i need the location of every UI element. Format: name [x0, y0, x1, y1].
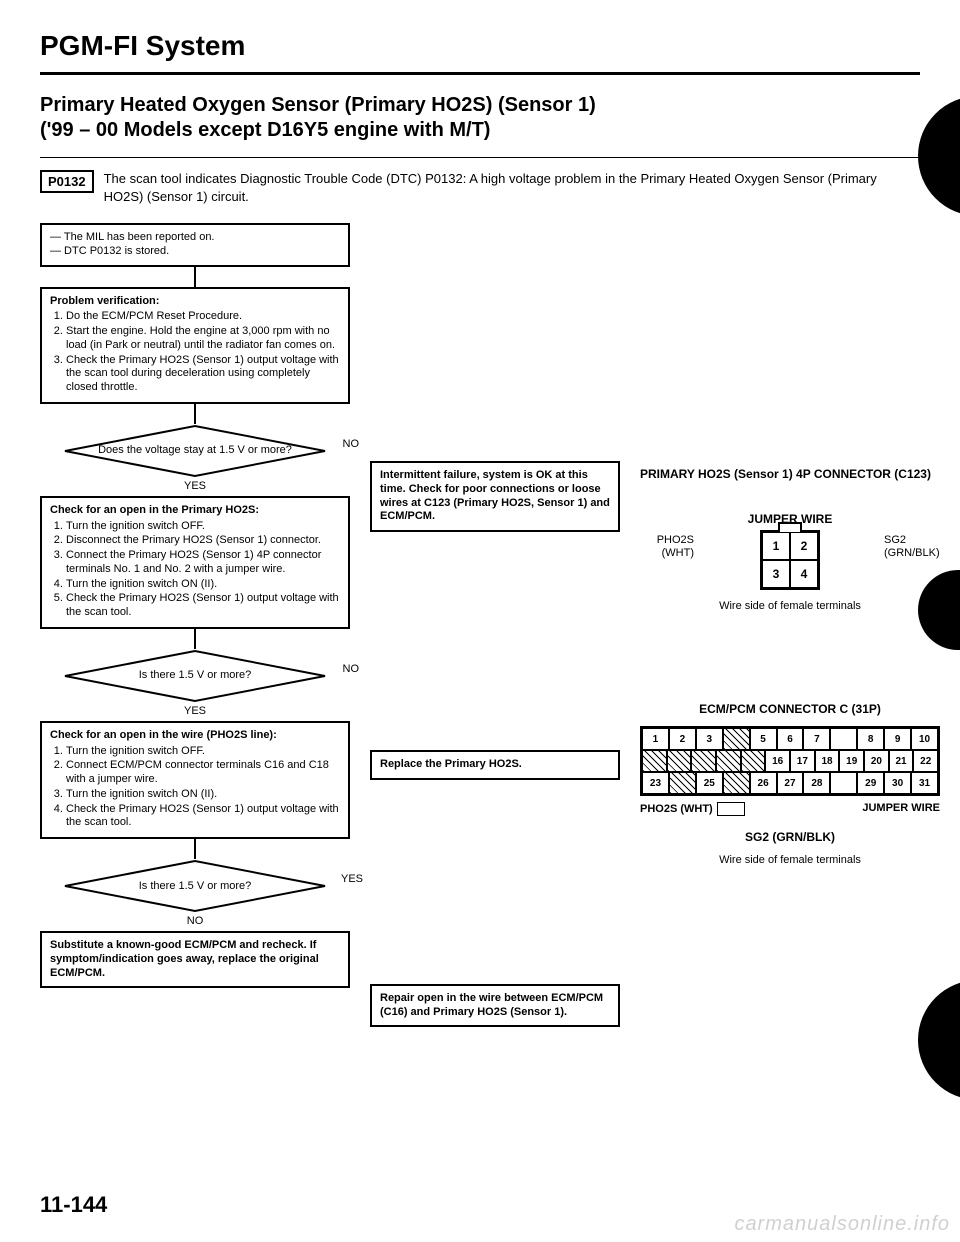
four-pin-connector: 1 2 3 4 — [760, 530, 820, 590]
section-heading: Primary Heated Oxygen Sensor (Primary HO… — [40, 93, 920, 143]
ecm-pin: 25 — [696, 772, 723, 794]
check-open-title: Check for an open in the Primary HO2S: — [50, 504, 259, 516]
ecm-pin: 29 — [857, 772, 884, 794]
flow-step: Connect ECM/PCM connector terminals C16 … — [66, 759, 340, 787]
ecm-pin — [667, 750, 692, 772]
binder-tab-3 — [918, 980, 960, 1100]
system-title: PGM-FI System — [40, 30, 920, 62]
ecm-pin — [716, 750, 741, 772]
rule-heavy — [40, 72, 920, 75]
dtc-row: P0132 The scan tool indicates Diagnostic… — [40, 170, 920, 205]
ecm-pin: 19 — [839, 750, 864, 772]
decision-2-no: NO — [343, 663, 360, 675]
ecm-pin — [741, 750, 766, 772]
dtc-description: The scan tool indicates Diagnostic Troub… — [104, 170, 920, 205]
decision-1-yes: YES — [40, 480, 350, 492]
decision-3-no: NO — [40, 915, 350, 927]
ecm-pin: 16 — [765, 750, 790, 772]
flow-step: Turn the ignition switch OFF. — [66, 520, 340, 534]
flow-step: Check the Primary HO2S (Sensor 1) output… — [66, 354, 340, 395]
pin-4: 4 — [790, 560, 818, 588]
intermittent-box: Intermittent failure, system is OK at th… — [370, 461, 620, 532]
pin-1: 1 — [762, 532, 790, 560]
ecm-pin: 6 — [777, 728, 804, 750]
primary-ho2s-conn-title: PRIMARY HO2S (Sensor 1) 4P CONNECTOR (C1… — [640, 467, 940, 482]
ecm-pin: 23 — [642, 772, 669, 794]
ecm-pin: 9 — [884, 728, 911, 750]
pho2s-label: PHO2S (WHT) — [634, 534, 694, 560]
verify-box: Problem verification: Do the ECM/PCM Res… — [40, 287, 350, 404]
pin-2: 2 — [790, 532, 818, 560]
verify-title: Problem verification: — [50, 295, 159, 307]
ecm-pin — [669, 772, 696, 794]
ecm-pin — [691, 750, 716, 772]
pin-3: 3 — [762, 560, 790, 588]
dtc-code-box: P0132 — [40, 170, 94, 193]
heading-line2: ('99 – 00 Models except D16Y5 engine wit… — [40, 119, 490, 141]
ecm-pin — [830, 772, 857, 794]
decision-1-no: NO — [343, 438, 360, 450]
ecm-connector-title: ECM/PCM CONNECTOR C (31P) — [640, 702, 940, 716]
flow-step: Check the Primary HO2S (Sensor 1) output… — [66, 592, 340, 620]
ecm-pin: 20 — [864, 750, 889, 772]
decision-3-yes-side: YES — [341, 873, 363, 885]
flow-step: Connect the Primary HO2S (Sensor 1) 4P c… — [66, 549, 340, 577]
flow-step: Start the engine. Hold the engine at 3,0… — [66, 325, 340, 353]
replace-ho2s-box: Replace the Primary HO2S. — [370, 750, 620, 780]
decision-2-text: Is there 1.5 V or more? — [55, 649, 335, 703]
reference-column: PRIMARY HO2S (Sensor 1) 4P CONNECTOR (C1… — [640, 223, 940, 1027]
ecm-pin: 30 — [884, 772, 911, 794]
binder-tab-2 — [918, 570, 960, 650]
flow-step: Do the ECM/PCM Reset Procedure. — [66, 310, 340, 324]
ecm-pin: 18 — [815, 750, 840, 772]
outcome-column: Intermittent failure, system is OK at th… — [370, 223, 620, 1027]
flowchart-column: — The MIL has been reported on. — DTC P0… — [40, 223, 350, 1027]
flow-step: Disconnect the Primary HO2S (Sensor 1) c… — [66, 534, 340, 548]
decision-3: Is there 1.5 V or more? YES — [55, 859, 335, 913]
binder-tab-1 — [918, 96, 960, 216]
flow-step: Turn the ignition switch ON (II). — [66, 578, 340, 592]
ecm-pin — [723, 728, 750, 750]
ecm-pin — [723, 772, 750, 794]
ecm-pin: 1 — [642, 728, 669, 750]
decision-1-text: Does the voltage stay at 1.5 V or more? — [55, 424, 335, 478]
rule-thin — [40, 157, 920, 158]
start-box: — The MIL has been reported on. — DTC P0… — [40, 223, 350, 267]
ecm-pin — [830, 728, 857, 750]
flow-step: Turn the ignition switch OFF. — [66, 745, 340, 759]
repair-wire-box: Repair open in the wire between ECM/PCM … — [370, 984, 620, 1028]
decision-2-yes: YES — [40, 705, 350, 717]
page-number: 11-144 — [40, 1192, 107, 1218]
ecm-pin: 5 — [750, 728, 777, 750]
check-open-box: Check for an open in the Primary HO2S: T… — [40, 496, 350, 629]
ecm-connector-diagram: 1235678910161718192021222325262728293031… — [640, 726, 940, 866]
check-wire-title: Check for an open in the wire (PHO2S lin… — [50, 729, 277, 741]
pho2s-wht-label: PHO2S (WHT) — [640, 802, 749, 816]
decision-2: Is there 1.5 V or more? NO — [55, 649, 335, 703]
sg2-grnblk-label: SG2 (GRN/BLK) — [640, 830, 940, 844]
ecm-pin: 17 — [790, 750, 815, 772]
final-box-text: Substitute a known-good ECM/PCM and rech… — [50, 939, 319, 979]
decision-3-text: Is there 1.5 V or more? — [55, 859, 335, 913]
flow-step: Turn the ignition switch ON (II). — [66, 788, 340, 802]
check-wire-box: Check for an open in the wire (PHO2S lin… — [40, 721, 350, 839]
ecm-pin: 8 — [857, 728, 884, 750]
wire-side-note-1: Wire side of female terminals — [640, 600, 940, 612]
decision-1: Does the voltage stay at 1.5 V or more? … — [55, 424, 335, 478]
ecm-pin: 28 — [803, 772, 830, 794]
binder-tabs — [916, 0, 960, 1242]
ecm-pin: 7 — [803, 728, 830, 750]
wire-side-note-2: Wire side of female terminals — [640, 854, 940, 866]
ecm-pin: 21 — [889, 750, 914, 772]
flow-step: Check the Primary HO2S (Sensor 1) output… — [66, 803, 340, 831]
heading-line1: Primary Heated Oxygen Sensor (Primary HO… — [40, 94, 596, 116]
ecm-pin: 3 — [696, 728, 723, 750]
ecm-pin: 27 — [777, 772, 804, 794]
ecm-pin: 2 — [669, 728, 696, 750]
ecm-pin: 26 — [750, 772, 777, 794]
final-box: Substitute a known-good ECM/PCM and rech… — [40, 931, 350, 988]
ecm-pin — [642, 750, 667, 772]
